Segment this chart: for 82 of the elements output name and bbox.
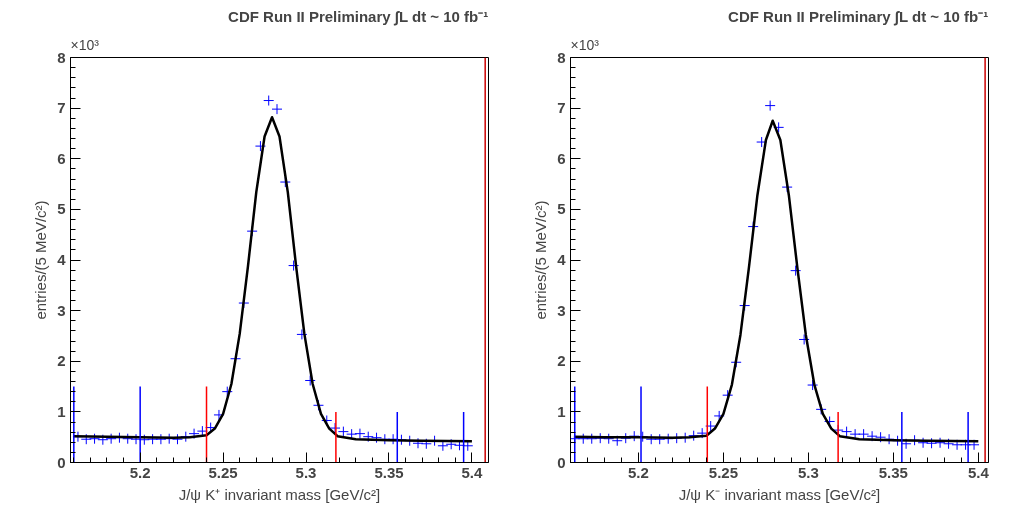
point (807, 379, 819, 391)
point (951, 439, 963, 451)
point (705, 420, 717, 432)
point (926, 437, 938, 449)
x-axis-title: J/ψ K⁺ invariant mass [GeV/c²] (178, 485, 381, 503)
point (603, 433, 615, 445)
point (645, 433, 657, 445)
point (155, 433, 167, 445)
point (696, 427, 708, 439)
line-series (72, 115, 474, 443)
point (917, 437, 929, 449)
point (790, 265, 802, 277)
point (147, 433, 159, 445)
point (594, 432, 606, 444)
y-tick-label: 3 (57, 301, 66, 319)
point (445, 438, 457, 450)
point (122, 433, 134, 445)
y-axis-title: entries/(5 MeV/c²) (32, 200, 50, 320)
y-tick-label: 5 (57, 200, 66, 218)
point (875, 431, 887, 443)
x-tick-label: 5.25 (208, 463, 238, 481)
y-tick-label: 7 (57, 99, 66, 117)
y-tick-label: 4 (57, 251, 67, 268)
point (329, 422, 341, 434)
point (943, 438, 955, 450)
point (577, 433, 589, 445)
y-tick-label: 1 (557, 402, 566, 420)
y-tick-label: 0 (557, 453, 566, 471)
point (354, 428, 366, 440)
line-series (572, 119, 980, 443)
point (288, 260, 300, 272)
y-tick-label: 1 (57, 402, 66, 420)
point (296, 328, 308, 340)
x-tick-label: 5.25 (708, 463, 739, 481)
x-axis-title: J/ψ K⁻ invariant mass [GeV/c²] (678, 485, 881, 503)
y-tick-label: 8 (57, 48, 66, 66)
y-tick-label: 2 (557, 352, 566, 370)
point (412, 437, 424, 449)
x-tick-label: 5.4 (967, 463, 990, 481)
x-tick-label: 5.4 (461, 463, 483, 481)
text: ×10³ (570, 36, 600, 53)
point (620, 432, 632, 444)
point (263, 95, 275, 107)
x-tick-label: 5.35 (374, 463, 404, 481)
point (271, 103, 283, 115)
point (362, 431, 374, 443)
chart-title: CDF Run II Preliminary ∫L dt ~ 10 fb⁻¹ (228, 7, 489, 26)
point (254, 140, 266, 152)
point (858, 428, 870, 440)
point (815, 403, 827, 415)
x-tick-label: 5.2 (129, 463, 151, 481)
point (188, 428, 200, 440)
y-tick-label: 8 (557, 48, 566, 66)
chart-title: CDF Run II Preliminary ∫L dt ~ 10 fb⁻¹ (728, 7, 989, 26)
y-tick-label: 0 (57, 453, 66, 471)
point (371, 432, 383, 444)
point (171, 433, 183, 445)
y-tick-label: 6 (557, 149, 566, 167)
point (764, 100, 776, 112)
y-axis-title: entries/(5 MeV/c²) (532, 200, 550, 320)
point (89, 433, 101, 445)
point (105, 433, 117, 445)
y-tick-label: 7 (557, 99, 566, 117)
y-tick-label: 2 (57, 352, 66, 370)
x-tick-label: 5.3 (797, 463, 819, 481)
x-tick-label: 5.2 (628, 463, 649, 481)
point (611, 435, 623, 447)
y-tick-label: 5 (557, 200, 566, 218)
point (968, 439, 980, 451)
text: ×10³ (70, 36, 100, 53)
point (798, 333, 810, 345)
point (586, 433, 598, 445)
point (654, 433, 666, 445)
x-tick-label: 5.35 (878, 463, 908, 481)
point (420, 438, 432, 450)
x-tick-label: 5.3 (295, 463, 317, 481)
point (934, 437, 946, 449)
y-tick-label: 3 (557, 301, 566, 319)
point (80, 433, 92, 445)
y-tick-label: 4 (557, 251, 567, 268)
y-tick-label: 6 (57, 149, 66, 167)
point (138, 434, 150, 446)
